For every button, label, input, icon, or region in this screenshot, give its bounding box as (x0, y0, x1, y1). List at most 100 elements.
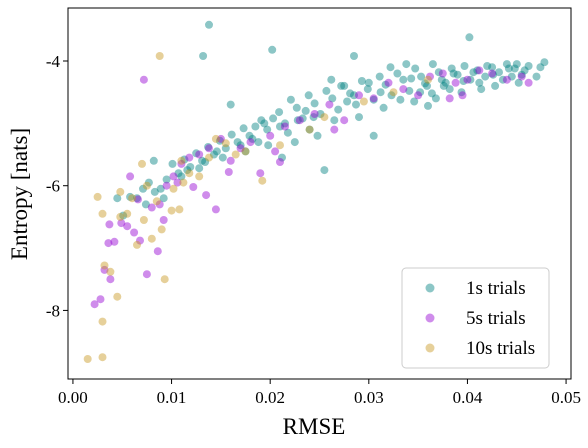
point-5s-trials-5 (104, 239, 113, 248)
point-1s-trials-108 (159, 194, 168, 203)
point-1s-trials-81 (313, 131, 322, 140)
point-5s-trials-33 (340, 116, 349, 125)
point-5s-trials-13 (153, 247, 162, 256)
point-5s-trials-29 (281, 122, 289, 131)
point-5s-trials-37 (399, 85, 408, 94)
point-1s-trials-90 (457, 88, 466, 97)
point-1s-trials-48 (263, 125, 272, 134)
point-1s-trials-61 (186, 163, 195, 171)
point-1s-trials-30 (369, 95, 378, 104)
point-1s-trials-46 (275, 108, 284, 117)
point-10s-trials-30 (305, 125, 314, 134)
point-5s-trials-22 (211, 205, 220, 214)
point-1s-trials-83 (350, 91, 358, 100)
point-1s-trials-102 (283, 128, 292, 137)
point-5s-trials-10 (130, 228, 139, 237)
point-1s-trials-26 (393, 69, 402, 78)
point-1s-trials-93 (507, 72, 516, 81)
point-10s-trials-24 (211, 134, 220, 143)
point-5s-trials-39 (426, 72, 434, 81)
point-10s-trials-10 (116, 187, 125, 196)
point-1s-trials-139 (536, 63, 545, 72)
point-1s-trials-40 (310, 99, 319, 108)
x-tick-label: 0.04 (453, 388, 483, 407)
point-5s-trials-24 (226, 156, 235, 165)
point-1s-trials-23 (411, 64, 420, 73)
point-1s-trials-68 (144, 178, 153, 187)
point-5s-trials-2 (96, 295, 105, 304)
legend-marker-5s (425, 313, 435, 323)
x-tick-label: 0.00 (58, 388, 88, 407)
point-5s-trials-38 (414, 91, 423, 100)
point-1s-trials-70 (133, 194, 141, 203)
point-1s-trials-110 (327, 75, 336, 84)
point-5s-trials-17 (169, 172, 178, 181)
point-1s-trials-85 (386, 63, 395, 72)
point-10s-trials-32 (359, 97, 368, 106)
point-1s-trials-106 (195, 164, 204, 173)
point-1s-trials-103 (264, 141, 273, 150)
point-1s-trials-134 (459, 77, 468, 85)
point-1s-trials-65 (162, 175, 171, 184)
point-1s-trials-49 (257, 116, 266, 125)
point-1s-trials-59 (198, 156, 207, 165)
point-1s-trials-113 (396, 95, 405, 104)
point-1s-trials-2 (268, 45, 277, 54)
point-5s-trials-8 (117, 219, 126, 228)
point-1s-trials-97 (410, 97, 419, 106)
point-1s-trials-79 (369, 131, 378, 140)
point-1s-trials-54 (227, 130, 236, 139)
point-1s-trials-88 (431, 94, 440, 103)
point-1s-trials-21 (423, 81, 431, 90)
point-5s-trials-59 (330, 125, 339, 134)
point-5s-trials-19 (185, 153, 194, 162)
point-10s-trials-28 (258, 176, 267, 185)
point-1s-trials-17 (447, 64, 456, 73)
point-1s-trials-6 (524, 62, 533, 70)
point-1s-trials-115 (449, 69, 458, 78)
point-10s-trials-6 (100, 261, 109, 270)
point-1s-trials-36 (334, 105, 343, 114)
point-5s-trials-50 (126, 172, 135, 181)
point-1s-trials-86 (402, 60, 411, 69)
point-10s-trials-26 (231, 150, 240, 159)
point-5s-trials-36 (384, 78, 393, 87)
point-10s-trials-27 (241, 147, 250, 156)
point-1s-trials-25 (399, 75, 408, 84)
point-1s-trials-34 (346, 89, 355, 98)
point-1s-trials-7 (517, 70, 526, 79)
point-10s-trials-9 (123, 209, 132, 218)
point-1s-trials-52 (239, 124, 248, 133)
point-10s-trials-11 (128, 194, 137, 203)
point-1s-trials-77 (290, 138, 299, 147)
point-1s-trials-98 (379, 103, 388, 112)
point-5s-trials-3 (100, 265, 109, 274)
point-5s-trials-35 (369, 94, 378, 103)
point-1s-trials-12 (481, 72, 490, 81)
point-1s-trials-38 (322, 86, 331, 95)
point-1s-trials-71 (126, 192, 135, 201)
point-1s-trials-122 (309, 113, 318, 122)
point-5s-trials-25 (236, 144, 245, 153)
point-1s-trials-75 (226, 100, 235, 109)
point-1s-trials-10 (495, 68, 503, 77)
point-5s-trials-46 (517, 72, 526, 81)
point-1s-trials-95 (532, 72, 541, 81)
point-1s-trials-135 (477, 85, 486, 94)
point-10s-trials-29 (276, 141, 284, 150)
point-1s-trials-19 (434, 68, 443, 77)
point-1s-trials-69 (139, 184, 147, 193)
point-10s-trials-12 (138, 159, 146, 168)
point-1s-trials-58 (204, 143, 213, 151)
point-1s-trials-62 (180, 155, 189, 164)
point-1s-trials-112 (376, 88, 385, 97)
legend: 1s trials 5s trials 10s trials (401, 267, 550, 369)
point-5s-trials-55 (189, 183, 198, 191)
point-1s-trials-15 (460, 62, 469, 70)
point-1s-trials-136 (489, 70, 498, 79)
point-1s-trials-57 (210, 150, 218, 159)
point-10s-trials-21 (185, 169, 194, 178)
legend-marker-10s (425, 343, 435, 353)
point-1s-trials-31 (363, 85, 372, 94)
point-10s-trials-1 (83, 355, 92, 363)
